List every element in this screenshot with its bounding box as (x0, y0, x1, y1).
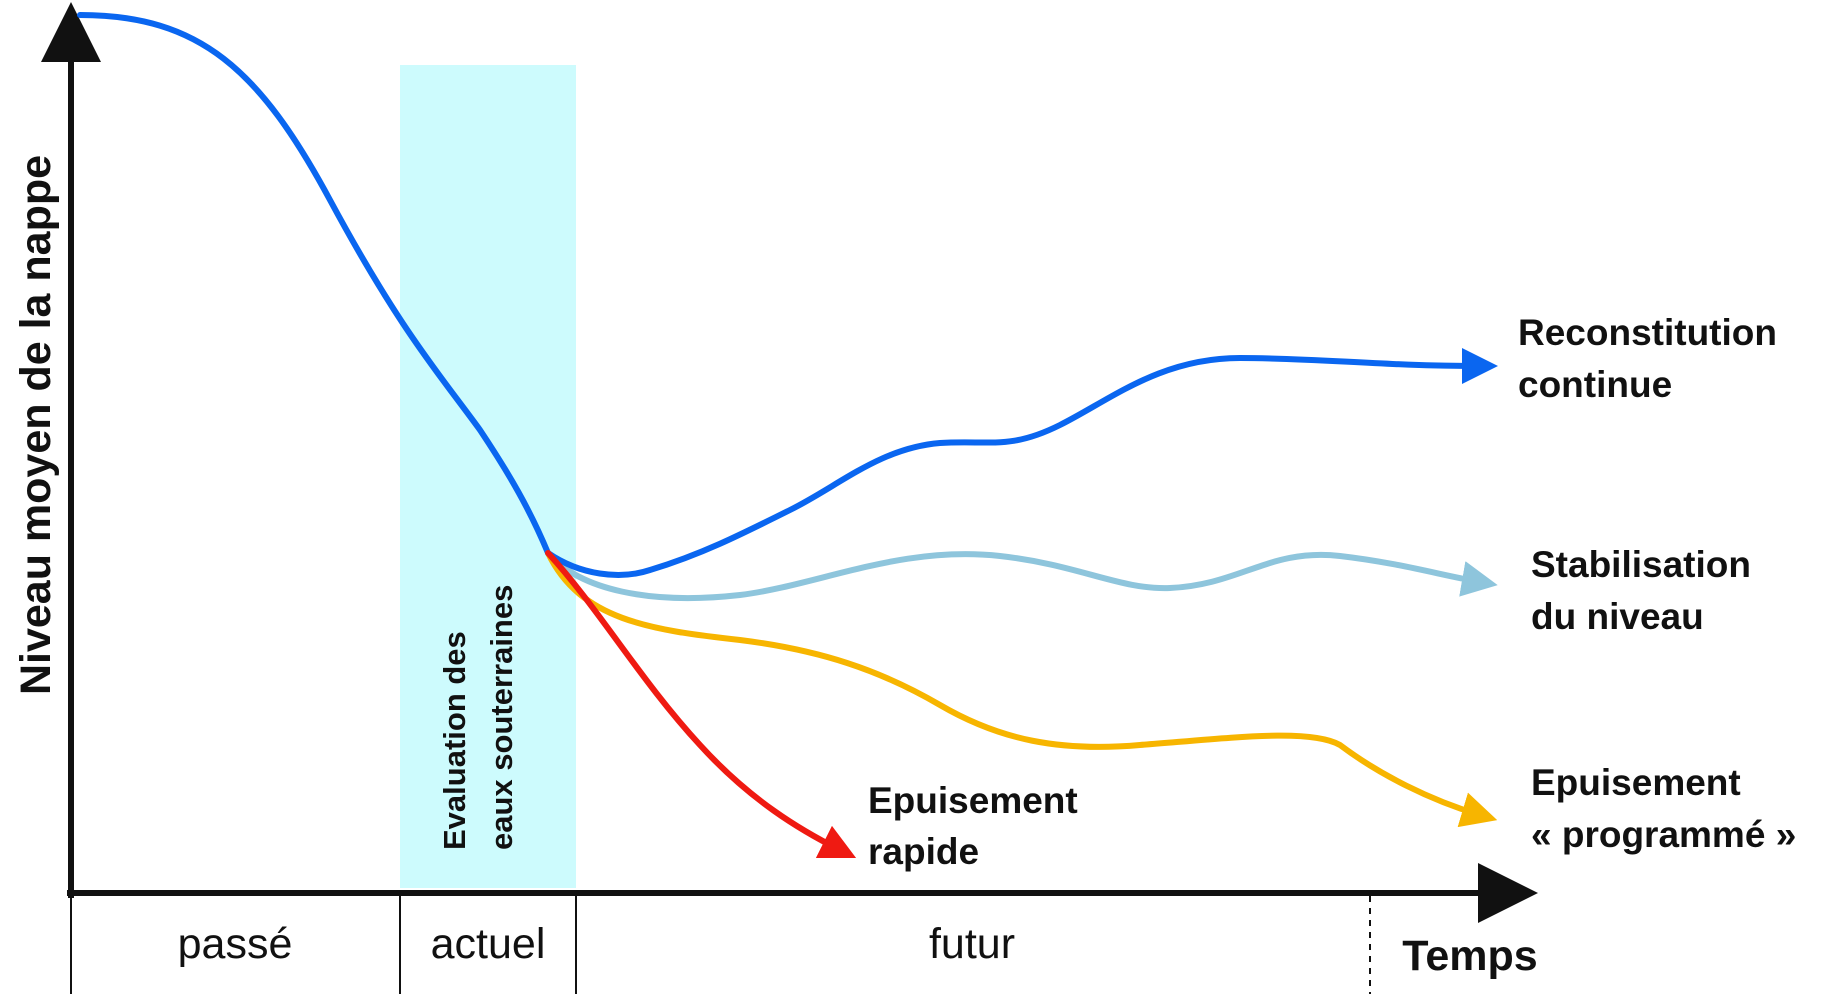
band-label-line2: eaux souterraines (484, 585, 519, 850)
period-label-future: futur (929, 920, 1015, 968)
programmed-label-line2: « programmé » (1531, 814, 1796, 855)
rapid-label-line1: Epuisement (868, 780, 1078, 821)
reconstitution-label-line1: Reconstitution (1518, 312, 1777, 353)
history-curve (77, 12, 551, 556)
band-label-line1: Evaluation des (437, 631, 472, 850)
scenario-curve-stabilisation (545, 550, 1498, 602)
programmed-label-line1: Epuisement (1531, 762, 1741, 803)
evaluation-band (400, 65, 576, 888)
rapid-label-line2: rapide (868, 831, 979, 872)
scenario-curve-programmed (545, 550, 1498, 828)
stabilisation-label-line1: Stabilisation (1531, 544, 1751, 585)
stabilisation-label-line2: du niveau (1531, 596, 1704, 637)
period-label-past: passé (178, 920, 293, 968)
period-label-present: actuel (431, 920, 546, 968)
x-axis-label: Temps (1402, 932, 1537, 980)
scenario-curve-rapid (545, 550, 857, 859)
scenario-curve-reconstitution (545, 347, 1498, 578)
reconstitution-label-line2: continue (1518, 364, 1672, 405)
y-axis-label: Niveau moyen de la nappe (12, 155, 60, 695)
